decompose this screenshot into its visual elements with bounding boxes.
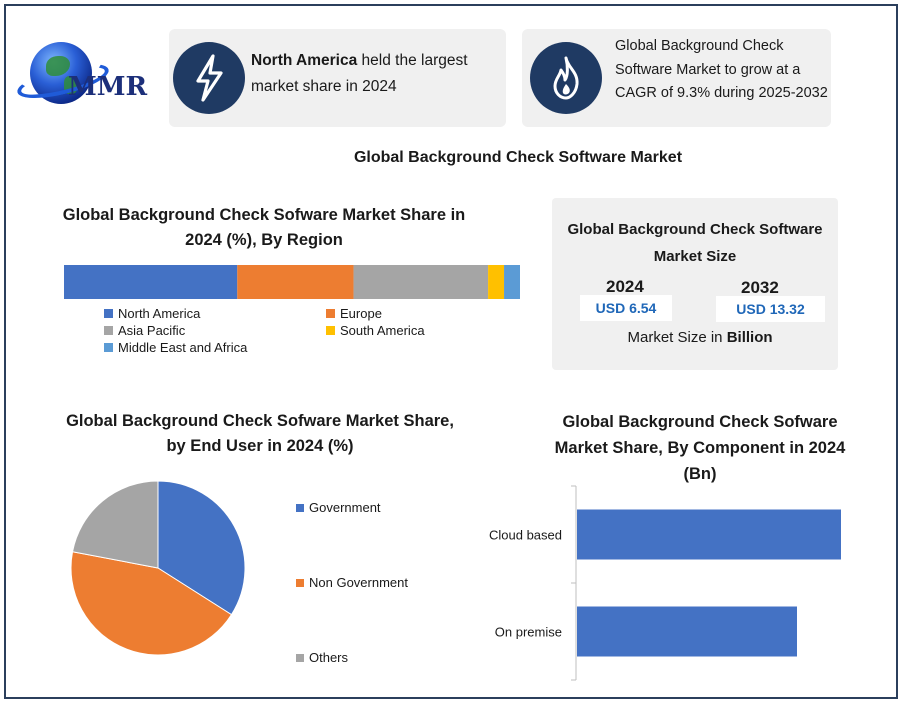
legend-swatch — [326, 326, 335, 335]
legend-swatch — [296, 504, 304, 512]
highlight-card-region: North America held the largest market sh… — [169, 29, 506, 127]
region-stacked-bar-chart — [64, 265, 520, 299]
pie-slice-non-government — [70, 551, 233, 656]
region-chart-title: Global Background Check Sofware Market S… — [62, 206, 466, 249]
component-bar-on-premise — [577, 606, 797, 657]
highlight-text-cagr: Global Background Check Software Market … — [615, 38, 828, 101]
legend-swatch — [296, 579, 304, 587]
market-size-panel: Global Background Check Software Market … — [552, 198, 838, 370]
legend-swatch — [104, 343, 113, 352]
highlight-text-region: North America held the largest market sh… — [251, 52, 468, 95]
market-size-year-2032: 2032 — [741, 278, 779, 297]
component-bar-cloud-based — [577, 509, 841, 560]
legend-swatch — [104, 309, 113, 318]
region-legend-item: North America — [104, 306, 200, 321]
region-bar-segment-europe — [237, 265, 354, 299]
pie-legend-non-government: Non Government — [296, 575, 408, 590]
highlight-card-cagr: Global Background Check Software Market … — [522, 29, 831, 127]
legend-label: Middle East and Africa — [118, 340, 248, 355]
pie-legend-others: Others — [296, 650, 348, 665]
region-bar-segment-south-america — [488, 265, 505, 299]
legend-swatch — [296, 654, 304, 662]
legend-label: North America — [118, 306, 201, 321]
pie-slice-others — [71, 480, 159, 569]
legend-label: Europe — [340, 306, 382, 321]
end-user-chart-title: Global Background Check Sofware Market S… — [66, 412, 454, 455]
flame-icon — [530, 42, 602, 114]
legend-label: Asia Pacific — [118, 323, 186, 338]
region-legend-item: Europe — [326, 306, 382, 321]
region-bar-segment-north-america — [64, 265, 238, 299]
page-title: Global Background Check Software Market — [353, 149, 683, 166]
mmr-logo: MMR — [14, 40, 156, 112]
region-bar-segment-middle-east-and-africa — [504, 265, 520, 299]
component-bar-chart: Cloud based On premise — [489, 485, 841, 681]
component-chart-title: Global Background Check Sofware Market S… — [554, 413, 846, 483]
component-category-label: On premise — [495, 625, 562, 640]
legend-swatch — [326, 309, 335, 318]
market-size-value-2024: USD 6.54 — [580, 295, 672, 321]
lightning-bolt-icon — [173, 42, 245, 114]
market-size-unit: Market Size in Billion — [595, 327, 805, 367]
market-size-value-2032: USD 13.32 — [716, 296, 825, 322]
infographic-frame — [4, 4, 898, 699]
region-legend-item: Middle East and Africa — [104, 340, 247, 355]
end-user-pie-chart — [70, 480, 246, 656]
logo-text: MMR — [68, 72, 148, 102]
legend-swatch — [104, 326, 113, 335]
legend-label: South America — [340, 323, 425, 338]
region-bar-segment-asia-pacific — [353, 265, 489, 299]
component-category-label: Cloud based — [489, 528, 562, 543]
market-size-year-2024: 2024 — [606, 277, 644, 296]
market-size-title: Global Background Check Software Market … — [567, 221, 823, 265]
region-legend-item: Asia Pacific — [104, 323, 185, 338]
region-legend-item: South America — [326, 323, 425, 338]
pie-legend-government: Government — [296, 500, 381, 515]
